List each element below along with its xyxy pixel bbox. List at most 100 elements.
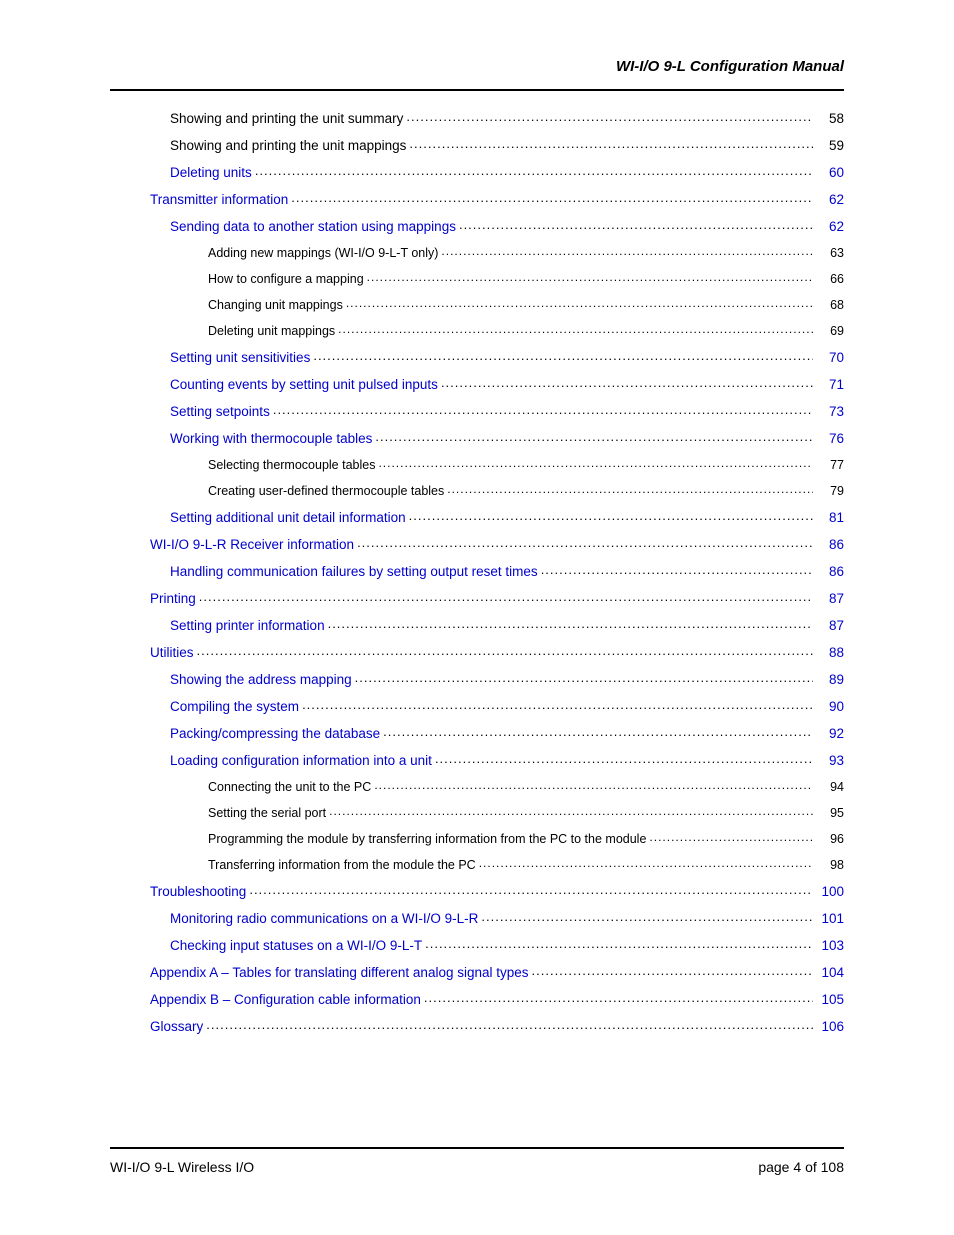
toc-entry-page[interactable]: 92 (816, 727, 844, 741)
toc-entry-page: 98 (816, 859, 844, 872)
toc-entry-page[interactable]: 88 (816, 646, 844, 660)
toc-entry-page[interactable]: 70 (816, 351, 844, 365)
toc-entry: Changing unit mappings68 (208, 296, 844, 311)
toc-entry[interactable]: Troubleshooting 100 (150, 882, 844, 898)
toc-entry-page[interactable]: 106 (816, 1020, 844, 1034)
toc-entry[interactable]: Setting unit sensitivities 70 (170, 348, 844, 364)
header-title: WI-I/O 9-L Configuration Manual (110, 58, 844, 75)
toc-entry-label[interactable]: WI-I/O 9-L-R Receiver information (150, 538, 354, 552)
toc-entry-page[interactable]: 93 (816, 754, 844, 768)
toc-entry-label[interactable]: Glossary (150, 1020, 203, 1034)
toc-entry-label: Creating user-defined thermocouple table… (208, 485, 444, 498)
toc-leader-dots (206, 1017, 813, 1031)
toc-leader-dots (383, 724, 813, 738)
toc-leader-dots (541, 562, 813, 576)
toc-entry: Selecting thermocouple tables77 (208, 456, 844, 471)
toc-entry-label[interactable]: Loading configuration information into a… (170, 754, 432, 768)
toc-entry[interactable]: Appendix A – Tables for translating diff… (150, 963, 844, 979)
toc-entry-page[interactable]: 76 (816, 432, 844, 446)
toc-entry[interactable]: Glossary 106 (150, 1017, 844, 1033)
toc-entry-label[interactable]: Counting events by setting unit pulsed i… (170, 378, 438, 392)
header-rule (110, 89, 844, 91)
toc-entry[interactable]: Monitoring radio communications on a WI-… (170, 909, 844, 925)
toc-entry-page[interactable]: 90 (816, 700, 844, 714)
toc-entry-label: Deleting unit mappings (208, 325, 335, 338)
toc-entry[interactable]: Setting additional unit detail informati… (170, 508, 844, 524)
toc-entry-page[interactable]: 89 (816, 673, 844, 687)
toc-entry-page: 68 (816, 299, 844, 312)
toc-entry-label[interactable]: Handling communication failures by setti… (170, 565, 538, 579)
toc-leader-dots (249, 882, 813, 896)
toc-entry[interactable]: Handling communication failures by setti… (170, 562, 844, 578)
toc-entry-label[interactable]: Utilities (150, 646, 194, 660)
toc-entry[interactable]: Transmitter information 62 (150, 190, 844, 206)
toc-leader-dots (197, 643, 813, 657)
toc-entry[interactable]: WI-I/O 9-L-R Receiver information 86 (150, 535, 844, 551)
toc-entry-label: Transferring information from the module… (208, 859, 476, 872)
toc-entry[interactable]: Appendix B – Configuration cable informa… (150, 990, 844, 1006)
toc-entry-label[interactable]: Printing (150, 592, 196, 606)
toc-entry-label[interactable]: Packing/compressing the database (170, 727, 380, 741)
toc-leader-dots (406, 109, 813, 123)
toc-entry[interactable]: Sending data to another station using ma… (170, 217, 844, 233)
toc-entry: Programming the module by transferring i… (208, 830, 844, 845)
toc-entry[interactable]: Compiling the system 90 (170, 697, 844, 713)
toc-entry-page[interactable]: 73 (816, 405, 844, 419)
toc-entry-label[interactable]: Setting printer information (170, 619, 325, 633)
toc-leader-dots (649, 830, 813, 843)
toc-entry-page[interactable]: 86 (816, 538, 844, 552)
toc-leader-dots (346, 296, 813, 309)
toc-entry[interactable]: Working with thermocouple tables 76 (170, 429, 844, 445)
toc-entry[interactable]: Showing the address mapping 89 (170, 670, 844, 686)
toc-entry-label[interactable]: Appendix B – Configuration cable informa… (150, 993, 421, 1007)
toc-entry-label[interactable]: Appendix A – Tables for translating diff… (150, 966, 529, 980)
document-page: WI-I/O 9-L Configuration Manual Showing … (0, 0, 954, 1235)
toc-entry-label[interactable]: Sending data to another station using ma… (170, 220, 456, 234)
toc-entry: Showing and printing the unit mappings59 (170, 136, 844, 152)
toc-entry-page[interactable]: 62 (816, 193, 844, 207)
toc-entry-label[interactable]: Troubleshooting (150, 885, 246, 899)
toc-leader-dots (378, 456, 813, 469)
toc-entry[interactable]: Counting events by setting unit pulsed i… (170, 375, 844, 391)
toc-leader-dots (199, 589, 813, 603)
toc-entry-page[interactable]: 86 (816, 565, 844, 579)
toc-entry-page[interactable]: 60 (816, 166, 844, 180)
toc-entry-label[interactable]: Monitoring radio communications on a WI-… (170, 912, 478, 926)
toc-entry[interactable]: Utilities 88 (150, 643, 844, 659)
toc-leader-dots (328, 616, 813, 630)
toc-leader-dots (313, 348, 813, 362)
toc-entry-page[interactable]: 105 (816, 993, 844, 1007)
toc-entry-label[interactable]: Checking input statuses on a WI-I/O 9-L-… (170, 939, 422, 953)
toc-entry-page[interactable]: 81 (816, 511, 844, 525)
toc-entry-page[interactable]: 103 (816, 939, 844, 953)
toc-entry[interactable]: Setting printer information 87 (170, 616, 844, 632)
toc-entry-page: 79 (816, 485, 844, 498)
toc-entry-page[interactable]: 104 (816, 966, 844, 980)
toc-entry-page[interactable]: 62 (816, 220, 844, 234)
toc-entry-page[interactable]: 71 (816, 378, 844, 392)
toc-entry-label[interactable]: Showing the address mapping (170, 673, 352, 687)
toc-entry-label[interactable]: Compiling the system (170, 700, 299, 714)
toc-entry-page[interactable]: 87 (816, 592, 844, 606)
toc-entry-label[interactable]: Transmitter information (150, 193, 288, 207)
toc-entry[interactable]: Loading configuration information into a… (170, 751, 844, 767)
toc-entry[interactable]: Packing/compressing the database 92 (170, 724, 844, 740)
toc-entry-page[interactable]: 87 (816, 619, 844, 633)
toc-entry-page[interactable]: 100 (816, 885, 844, 899)
toc-entry[interactable]: Setting setpoints 73 (170, 402, 844, 418)
toc-leader-dots (447, 482, 813, 495)
toc-entry[interactable]: Deleting units 60 (170, 163, 844, 179)
toc-entry[interactable]: Checking input statuses on a WI-I/O 9-L-… (170, 936, 844, 952)
toc-entry-label[interactable]: Setting additional unit detail informati… (170, 511, 406, 525)
toc-leader-dots (291, 190, 813, 204)
toc-entry-page: 96 (816, 833, 844, 846)
toc-entry-label[interactable]: Working with thermocouple tables (170, 432, 372, 446)
toc-entry-label[interactable]: Setting setpoints (170, 405, 270, 419)
toc-entry: How to configure a mapping66 (208, 270, 844, 285)
toc-leader-dots (355, 670, 813, 684)
toc-entry-label[interactable]: Setting unit sensitivities (170, 351, 310, 365)
toc-entry-page[interactable]: 101 (816, 912, 844, 926)
toc-leader-dots (409, 136, 813, 150)
toc-entry[interactable]: Printing 87 (150, 589, 844, 605)
toc-entry-label[interactable]: Deleting units (170, 166, 252, 180)
